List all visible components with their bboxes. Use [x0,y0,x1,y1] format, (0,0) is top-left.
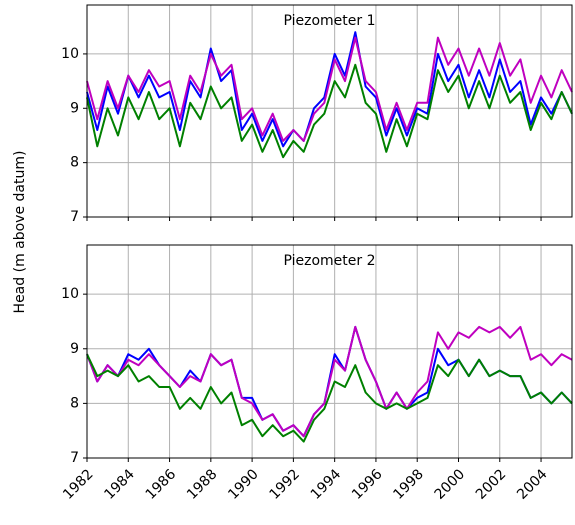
y-tick-label: 7 [70,209,79,225]
panel-title: Piezometer 1 [283,13,375,29]
x-tick-label: 1982 [60,466,97,503]
data-line [86,325,573,438]
x-tick-label: 2000 [432,466,469,503]
plot-frame [86,4,573,218]
x-tick-label: 2004 [514,466,551,503]
data-line [86,36,573,142]
x-tick-label: 1988 [184,466,221,503]
panel-title: Piezometer 2 [283,253,375,269]
y-tick-label: 7 [70,450,79,466]
x-tick-label: 1986 [143,466,180,503]
y-tick-label: 9 [70,100,79,116]
y-tick-label: 10 [61,286,79,302]
y-tick-label: 10 [61,46,79,62]
x-tick-label: 1994 [308,466,345,503]
x-tick-label: 2002 [473,466,510,503]
plot-frame [86,244,573,459]
y-axis-label: Head (m above datum) [12,151,28,314]
y-tick-label: 8 [70,395,79,411]
y-tick-label: 9 [70,341,79,357]
x-tick-label: 1992 [267,466,304,503]
x-tick-label: 1984 [101,466,138,503]
x-tick-label: 1996 [349,466,386,503]
data-line [86,31,573,148]
y-tick-label: 8 [70,155,79,171]
data-line [86,353,573,443]
x-tick-label: 1990 [225,466,262,503]
x-tick-label: 1998 [390,466,427,503]
data-line [86,63,573,159]
